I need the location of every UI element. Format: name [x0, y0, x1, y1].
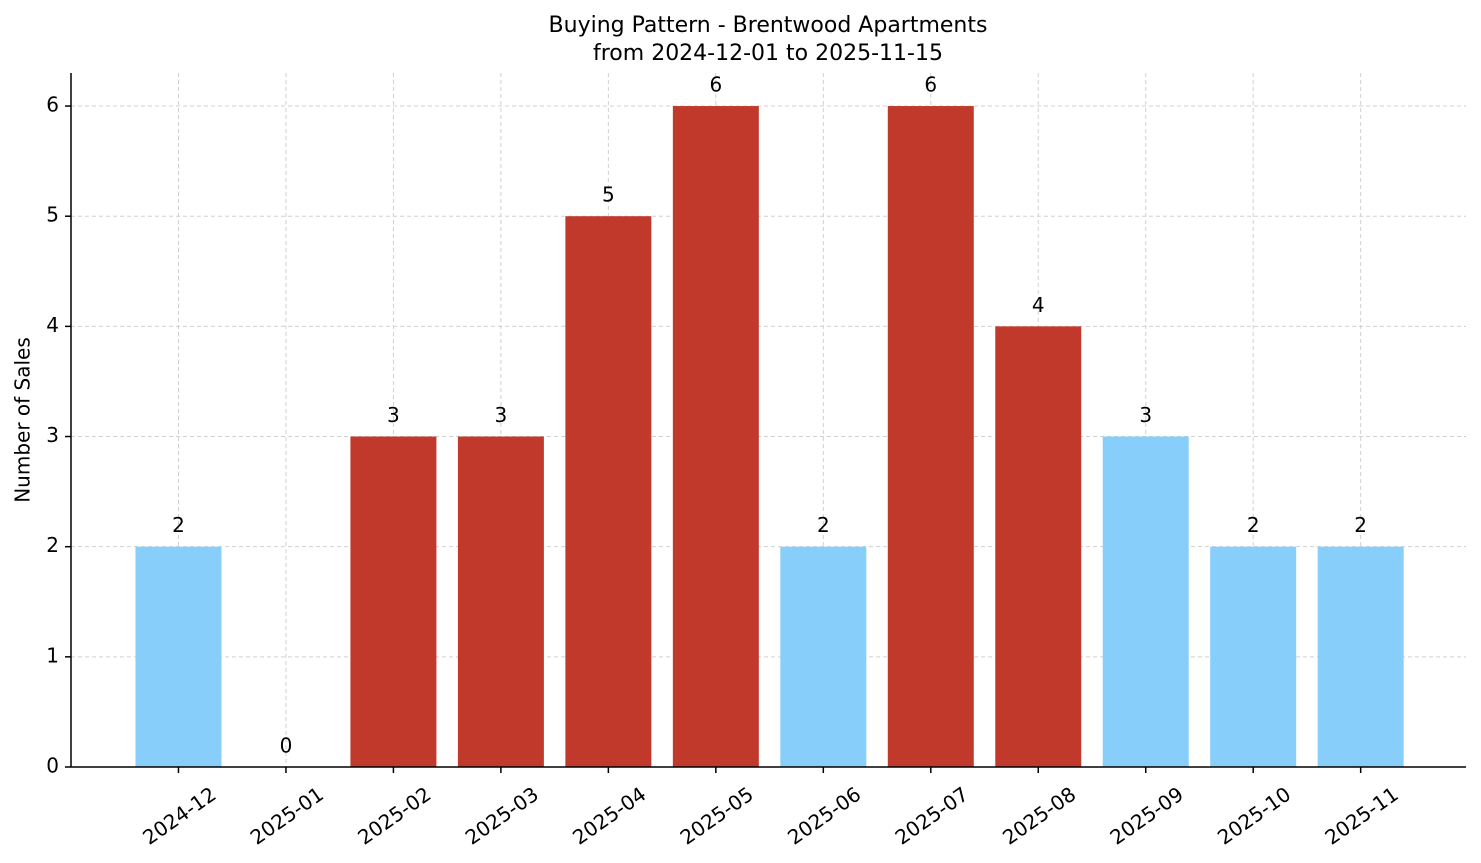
data-label: 2: [1354, 513, 1367, 537]
bar: [672, 106, 759, 768]
bar: [565, 216, 652, 767]
x-tick-label: 2025-02: [353, 782, 435, 850]
x-tick-label: 2025-09: [1106, 782, 1188, 850]
bar: [995, 326, 1082, 767]
bar: [457, 436, 544, 767]
x-tick-label: 2025-04: [568, 782, 650, 850]
bar: [350, 436, 437, 767]
y-tick-label: 5: [46, 203, 59, 227]
x-tick-label: 2024-12: [138, 782, 220, 850]
x-tick-label: 2025-08: [998, 782, 1080, 850]
y-axis-label: Number of Sales: [11, 337, 35, 503]
data-label: 5: [602, 183, 615, 207]
data-label: 3: [495, 403, 508, 427]
bar: [1102, 436, 1189, 767]
data-label: 6: [924, 73, 937, 97]
x-tick-label: 2025-06: [783, 782, 865, 850]
y-tick-label: 3: [46, 423, 59, 447]
chart-subtitle: from 2024-12-01 to 2025-11-15: [593, 41, 943, 66]
data-label: 3: [387, 403, 400, 427]
x-tick-label: 2025-07: [891, 782, 973, 850]
x-tick-label: 2025-11: [1320, 782, 1402, 850]
data-label: 4: [1032, 293, 1045, 317]
y-tick-label: 1: [46, 643, 59, 667]
data-label: 2: [172, 513, 185, 537]
y-tick-label: 4: [46, 313, 59, 337]
data-label: 2: [817, 513, 830, 537]
x-tick-label: 2025-05: [676, 782, 758, 850]
data-label: 6: [709, 73, 722, 97]
data-label: 3: [1139, 403, 1152, 427]
y-tick-label: 0: [46, 754, 59, 778]
bar: [1317, 546, 1404, 767]
bar: [887, 106, 974, 768]
x-tick-label: 2025-01: [246, 782, 328, 850]
x-tick-label: 2025-03: [461, 782, 543, 850]
y-tick-label: 6: [46, 93, 59, 117]
x-tick-label: 2025-10: [1213, 782, 1295, 850]
bar: [1210, 546, 1297, 767]
bar: [780, 546, 867, 767]
bar: [135, 546, 222, 767]
chart-title: Buying Pattern - Brentwood Apartments: [549, 13, 988, 38]
data-label: 0: [280, 734, 293, 758]
data-label: 2: [1247, 513, 1260, 537]
y-tick-label: 2: [46, 533, 59, 557]
